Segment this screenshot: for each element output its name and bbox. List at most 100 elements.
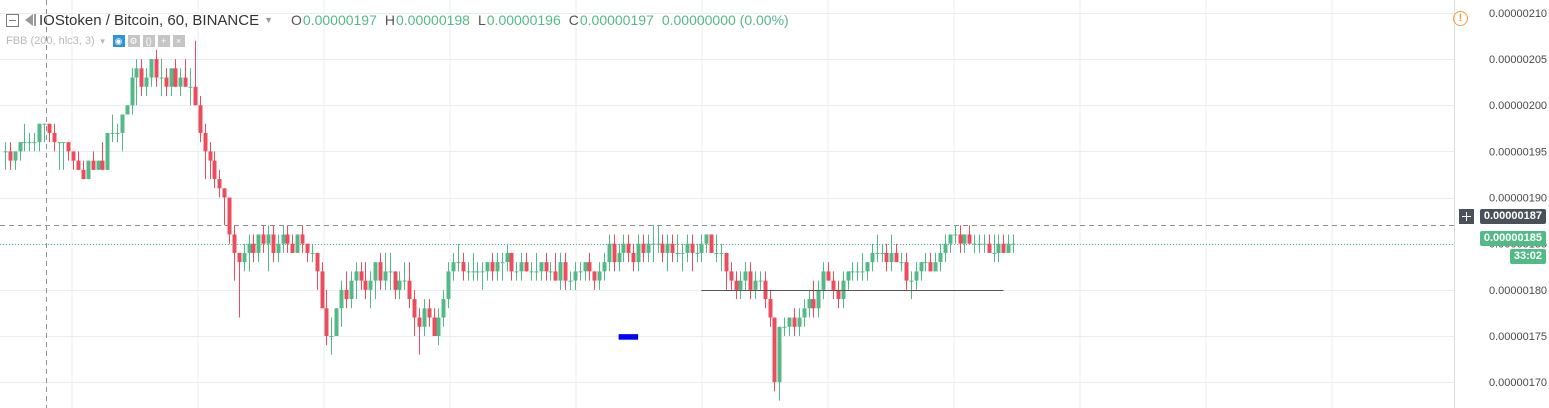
candle-body xyxy=(587,262,592,272)
candle-body xyxy=(47,123,52,133)
candle-body xyxy=(719,252,724,254)
candle-body xyxy=(329,336,334,337)
candle-body xyxy=(743,271,748,281)
crosshair-plus-icon[interactable] xyxy=(1459,209,1474,224)
candle-body xyxy=(281,234,286,244)
candle-body xyxy=(490,262,495,272)
candle-body xyxy=(66,142,71,152)
candle-body xyxy=(397,280,402,290)
candle-body xyxy=(154,59,159,78)
candle-body xyxy=(899,262,904,264)
candle-body xyxy=(636,243,641,263)
candle-body xyxy=(105,132,110,170)
plus-icon[interactable]: + xyxy=(157,35,170,47)
candle-body xyxy=(432,317,437,336)
candle-body xyxy=(480,271,485,273)
close-icon[interactable]: × xyxy=(172,35,185,47)
candle-body xyxy=(729,271,734,281)
close-value: 0.00000197 xyxy=(579,12,654,28)
candle-body xyxy=(816,289,821,309)
open-value: 0.00000197 xyxy=(302,12,377,28)
candle-body xyxy=(27,142,32,144)
candle-body xyxy=(738,280,743,290)
candle-body xyxy=(334,308,339,336)
candle-body xyxy=(933,262,938,272)
candle-body xyxy=(758,280,763,282)
candle-body xyxy=(52,132,57,143)
candle-body xyxy=(953,234,958,236)
candle-body xyxy=(568,280,573,282)
candle-body xyxy=(22,142,27,144)
candle-body xyxy=(583,262,588,272)
candle-body xyxy=(91,160,96,170)
candle-body xyxy=(509,252,514,272)
candle-body xyxy=(894,252,899,263)
candle-body xyxy=(18,142,23,152)
y-tick-label: 0.00000180 xyxy=(1489,285,1547,297)
alert-icon[interactable]: ! xyxy=(1453,11,1468,26)
indicator-chevron-icon[interactable]: ▼ xyxy=(98,36,107,46)
candle-body xyxy=(475,271,480,273)
candle-body xyxy=(621,243,626,253)
candle-body xyxy=(948,234,953,244)
candle-body xyxy=(626,243,631,253)
high-value: 0.00000198 xyxy=(396,12,470,28)
high-key: H xyxy=(384,12,395,28)
candle-body xyxy=(938,252,943,263)
candle-body xyxy=(753,280,758,290)
candle-body xyxy=(802,308,807,318)
candle-body xyxy=(373,262,378,281)
candle-body xyxy=(198,105,203,133)
candle-body xyxy=(558,262,563,281)
candle-body xyxy=(436,317,441,336)
candle-body xyxy=(860,271,865,273)
candle-body xyxy=(734,280,739,290)
candle-body xyxy=(987,243,992,253)
candle-body xyxy=(831,280,836,290)
source-icon[interactable]: {} xyxy=(142,35,155,47)
candle-body xyxy=(875,252,880,254)
y-tick-label: 0.00000195 xyxy=(1489,146,1547,158)
candle-body xyxy=(821,271,826,290)
candle-body xyxy=(772,317,777,383)
eye-icon[interactable]: ◉ xyxy=(112,35,125,47)
symbol-title[interactable]: IOStoken / Bitcoin, 60, BINANCE xyxy=(39,11,260,29)
candle-body xyxy=(524,262,529,272)
candle-body xyxy=(529,271,534,273)
candle-body xyxy=(928,262,933,272)
candle-body xyxy=(777,326,782,383)
candle-body xyxy=(222,188,227,198)
settings-icon[interactable]: ⚙ xyxy=(127,35,140,47)
candle-body xyxy=(958,234,963,244)
indicator-label[interactable]: FBB (200, hlc3, 3) xyxy=(6,35,95,47)
candle-body xyxy=(57,142,62,144)
candle-body xyxy=(441,299,446,318)
collapse-icon[interactable] xyxy=(6,13,19,27)
flag-icon[interactable] xyxy=(25,14,33,26)
candle-body xyxy=(169,68,174,87)
low-key: L xyxy=(477,12,486,28)
candle-body xyxy=(247,243,252,253)
candle-body xyxy=(100,160,105,170)
candle-body xyxy=(782,326,787,328)
candle-body xyxy=(193,86,198,106)
candle-body xyxy=(81,169,86,180)
candle-body xyxy=(256,234,261,253)
candle-body xyxy=(768,299,773,318)
candle-body xyxy=(203,132,208,152)
candle-body xyxy=(962,234,967,244)
candle-body xyxy=(320,271,325,309)
candle-body xyxy=(242,252,247,263)
candle-body xyxy=(646,243,651,253)
candle-body xyxy=(602,262,607,272)
chevron-down-icon[interactable]: ▼ xyxy=(264,15,274,25)
candle-body xyxy=(996,243,1001,253)
flag-pole xyxy=(34,14,36,26)
candle-body xyxy=(787,317,792,327)
candle-body xyxy=(665,243,670,253)
candle-body xyxy=(188,86,193,88)
candle-body xyxy=(402,280,407,282)
change-value: 0.00000000 (0.00%) xyxy=(661,12,789,28)
candle-body xyxy=(378,262,383,281)
